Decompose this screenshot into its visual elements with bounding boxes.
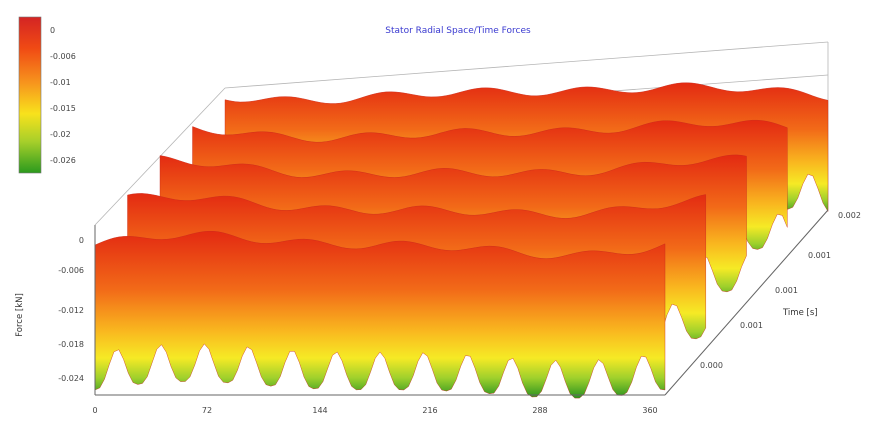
x-tick-label: 0 bbox=[92, 406, 97, 415]
x-tick-label: 144 bbox=[312, 406, 327, 415]
time-axis-label: Time [s] bbox=[782, 308, 818, 318]
time-tick-label: 0.000 bbox=[700, 361, 723, 370]
colorbar-label: -0.02 bbox=[50, 130, 71, 139]
y-tick-label: -0.018 bbox=[58, 340, 84, 349]
x-tick-label: 216 bbox=[422, 406, 437, 415]
time-axis: 0.002 0.001 0.001 0.001 0.000 Time [s] bbox=[700, 211, 861, 370]
time-tick-label: 0.001 bbox=[775, 286, 798, 295]
x-axis: 0 72 144 216 288 360 bbox=[92, 406, 657, 415]
colorbar-label: -0.006 bbox=[50, 52, 76, 61]
colorbar-label: -0.01 bbox=[50, 78, 71, 87]
colorbar-labels: 0 -0.006 -0.01 -0.015 -0.02 -0.026 bbox=[50, 26, 76, 165]
time-tick-label: 0.001 bbox=[740, 321, 763, 330]
colorbar bbox=[18, 16, 42, 174]
y-axis: 0 -0.006 -0.012 -0.018 -0.024 Force [kN] bbox=[15, 236, 84, 383]
chart-title: Stator Radial Space/Time Forces bbox=[385, 26, 531, 36]
y-tick-label: -0.024 bbox=[58, 374, 84, 383]
y-tick-label: -0.012 bbox=[58, 306, 84, 315]
y-axis-label: Force [kN] bbox=[15, 293, 25, 337]
time-tick-label: 0.001 bbox=[808, 251, 831, 260]
y-tick-label: 0 bbox=[79, 236, 84, 245]
y-tick-label: -0.006 bbox=[58, 266, 84, 275]
surface-ridge bbox=[94, 230, 666, 399]
time-tick-label: 0.002 bbox=[838, 211, 861, 220]
colorbar-label: -0.015 bbox=[50, 104, 76, 113]
force-surface bbox=[94, 82, 829, 399]
colorbar-label: -0.026 bbox=[50, 156, 76, 165]
colorbar-label: 0 bbox=[50, 26, 55, 35]
x-tick-label: 360 bbox=[642, 406, 657, 415]
axes bbox=[94, 209, 829, 396]
x-tick-label: 288 bbox=[532, 406, 547, 415]
x-tick-label: 72 bbox=[202, 406, 212, 415]
